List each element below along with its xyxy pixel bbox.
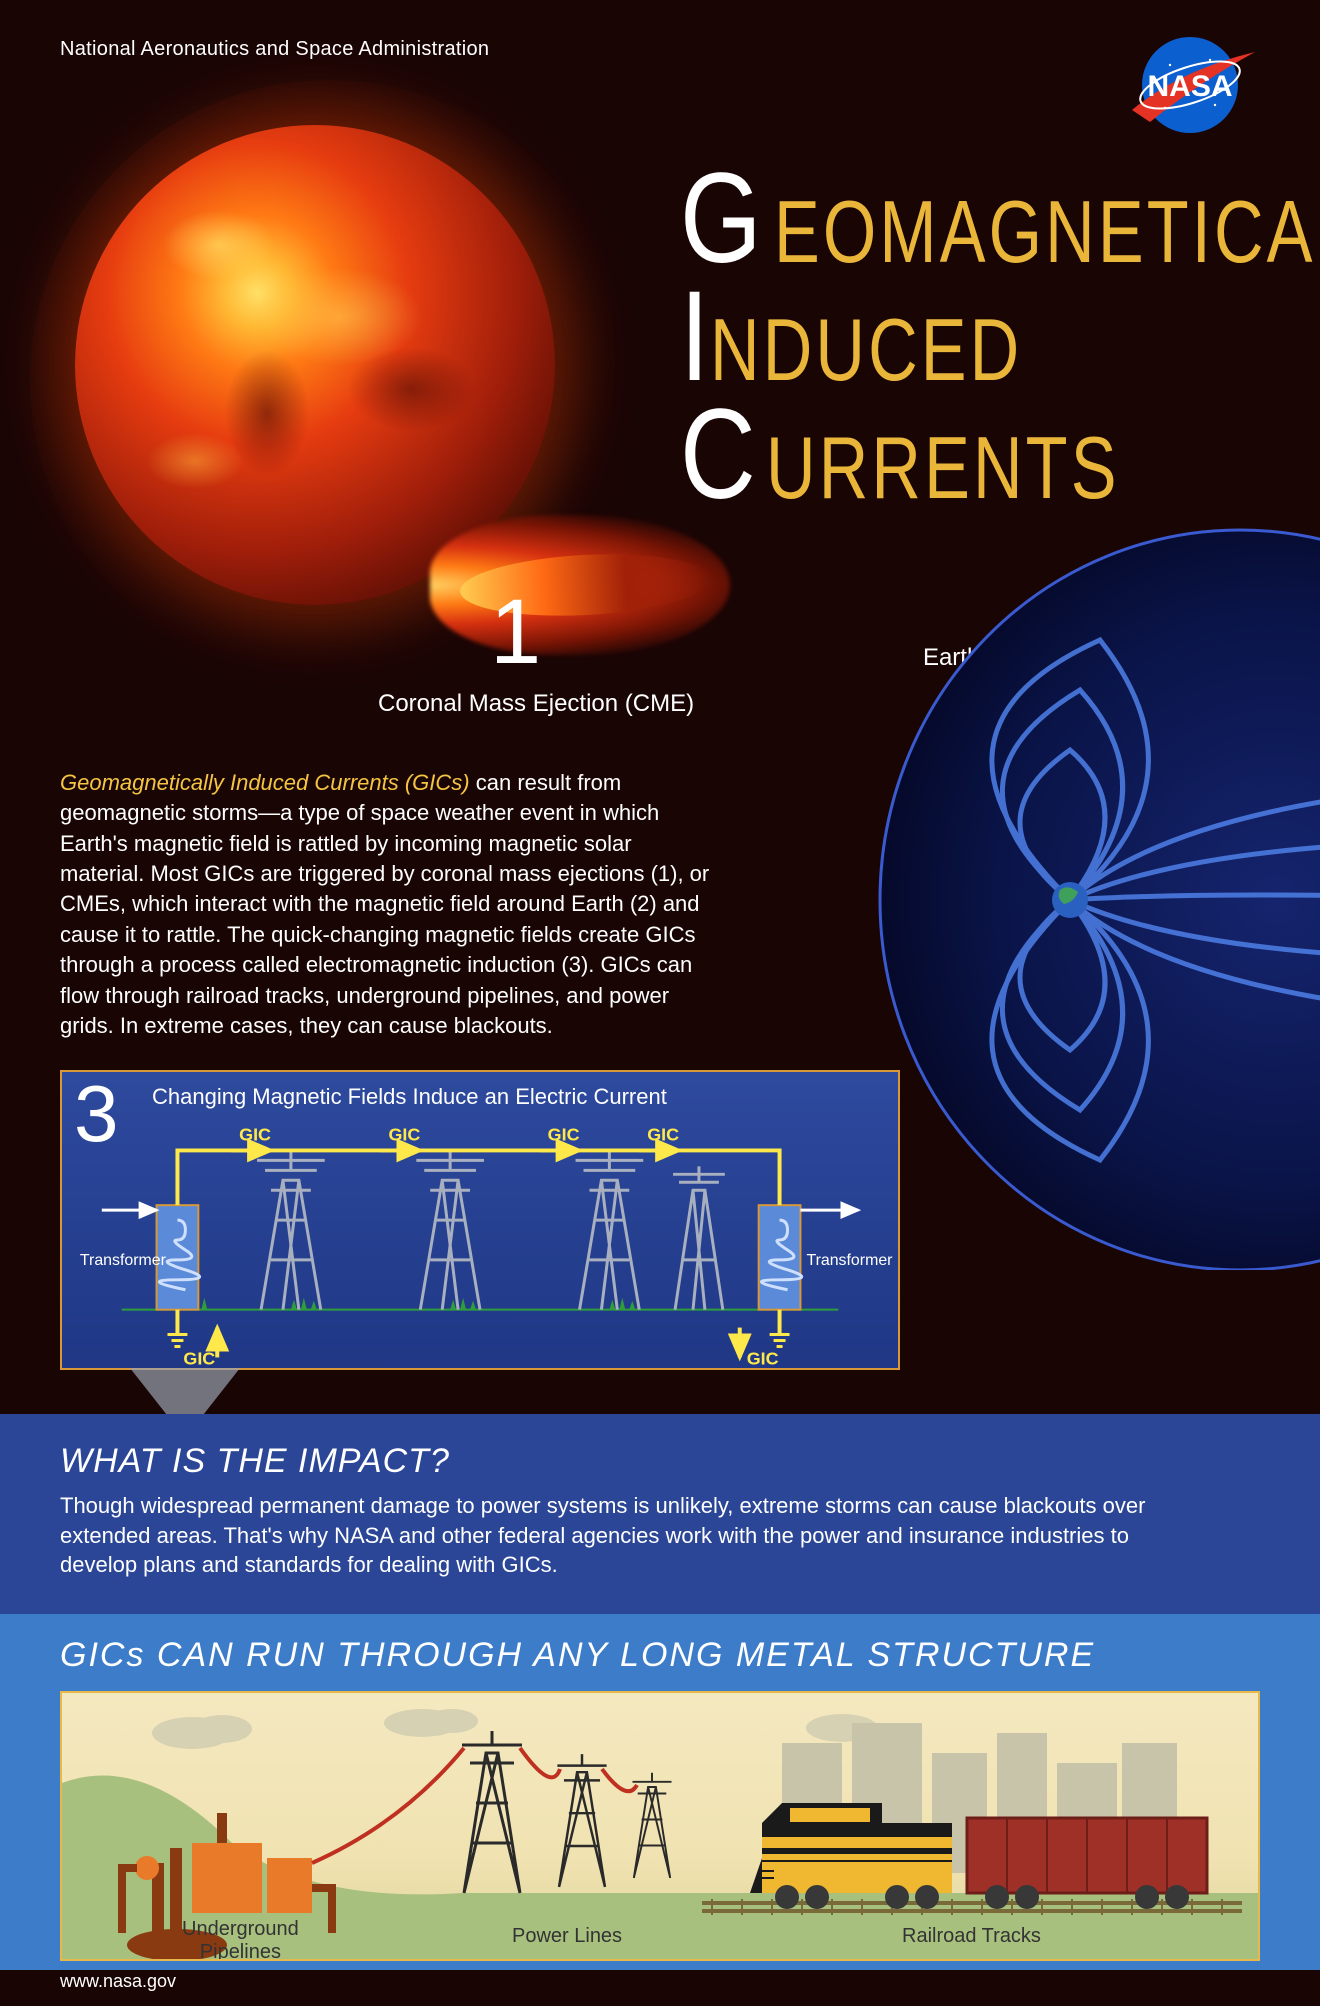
- body-paragraph: Geomagnetically Induced Currents (GICs) …: [60, 768, 720, 1041]
- step-3-panel: 3 Changing Magnetic Fields Induce an Ele…: [60, 1070, 900, 1370]
- body-rest: can result from geomagnetic storms—a typ…: [60, 770, 709, 1038]
- impact-section: WHAT IS THE IMPACT? Though widespread pe…: [0, 1414, 1320, 1614]
- svg-text:NASA: NASA: [1147, 70, 1232, 103]
- step-1-number: 1: [490, 580, 541, 685]
- title-initial-2: I: [680, 278, 711, 396]
- label-pipelines: Underground Pipelines: [182, 1918, 299, 1961]
- transformer-label-right: Transformer: [806, 1252, 893, 1269]
- footer-url: www.nasa.gov: [60, 1971, 176, 1992]
- title-block: G EOMAGNETICALLY I NDUCED C URRENTS: [680, 160, 1320, 513]
- structures-illustration: Underground Pipelines Power Lines Railro…: [60, 1691, 1260, 1961]
- title-initial-3: C: [680, 396, 757, 514]
- impact-text: Though widespread permanent damage to po…: [60, 1491, 1160, 1580]
- title-rest-3: URRENTS: [766, 428, 1120, 509]
- title-rest-2: NDUCED: [710, 310, 1022, 391]
- nasa-logo: NASA: [1120, 30, 1260, 140]
- gic-label: GIC: [388, 1124, 420, 1144]
- step-3-title: Changing Magnetic Fields Induce an Elect…: [152, 1084, 667, 1110]
- structures-title: GICs CAN RUN THROUGH ANY LONG METAL STRU…: [60, 1636, 1260, 1675]
- gic-label: GIC: [548, 1124, 580, 1144]
- impact-title: WHAT IS THE IMPACT?: [60, 1442, 1260, 1481]
- agency-name: National Aeronautics and Space Administr…: [60, 38, 489, 61]
- gic-label: GIC: [239, 1124, 271, 1144]
- body-lead: Geomagnetically Induced Currents (GICs): [60, 770, 470, 795]
- label-power-lines: Power Lines: [512, 1925, 622, 1948]
- label-railroad: Railroad Tracks: [902, 1925, 1041, 1948]
- title-rest-1: EOMAGNETICALLY: [774, 192, 1320, 273]
- gic-label: GIC: [747, 1348, 779, 1368]
- step-1-label: Coronal Mass Ejection (CME): [378, 690, 694, 718]
- title-initial-1: G: [680, 160, 763, 278]
- gic-label: GIC: [647, 1124, 679, 1144]
- transformer-label-left: Transformer: [80, 1252, 167, 1269]
- gic-label: GIC: [183, 1348, 215, 1368]
- structures-section: GICs CAN RUN THROUGH ANY LONG METAL STRU…: [0, 1614, 1320, 1970]
